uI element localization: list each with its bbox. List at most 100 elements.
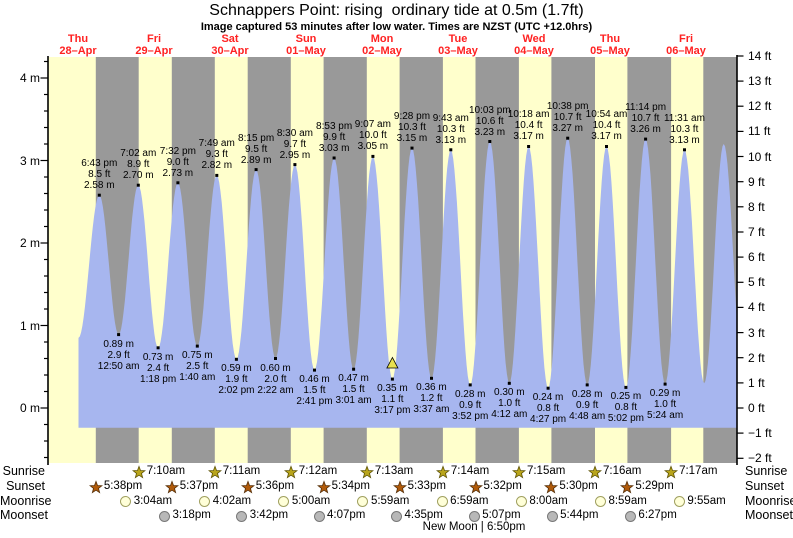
feet-axis-label: 12 ft [748,99,772,114]
moonrise-circle-icon [515,496,527,507]
moonrise-circle-icon [594,496,606,507]
feet-axis-label: 5 ft [748,275,765,290]
feet-axis-label: 4 ft [748,300,765,315]
low-tide-label: 0.24 m 0.8 ft 4:27 pm [530,392,567,426]
feet-axis-label: 8 ft [748,199,765,214]
moonset-circle-icon [236,510,248,522]
current-tide-marker-icon [386,356,399,369]
feet-axis-label: 7 ft [748,224,765,239]
feet-axis-label: 0 ft [748,401,765,415]
moonset-time: 3:42pm [249,509,289,521]
feet-axis-label: 1 ft [748,375,765,390]
low-tide-label: 0.73 m 2.4 ft 1:18 pm [140,351,177,385]
moonset-time: 3:18pm [172,509,211,521]
day-name-label: Fri [146,33,162,45]
low-tide-label: 0.28 m 0.9 ft 4:48 am [569,388,606,422]
day-name-label: Fri [678,33,694,45]
moonrise-time: 8:00am [529,494,568,507]
low-tide-label: 0.25 m 0.8 ft 5:02 pm [607,391,645,425]
moonset-time: 5:07pm [482,509,521,521]
low-tide-label: 0.60 m 2.0 ft 2:22 am [257,362,294,396]
high-tide-label: 7:02 am 8.9 ft 2.70 m [120,148,157,182]
high-tide-label: 8:53 pm 9.9 ft 3.03 m [316,121,353,155]
new-moon-caption: New Moon | 6:50pm [422,521,526,533]
high-tide-label: 6:43 pm 8.5 ft 2.58 m [81,158,118,192]
feet-axis-label: 14 ft [748,48,772,63]
low-tide-label: 0.30 m 1.0 ft 4:12 am [491,387,528,421]
moonset-time: 4:07pm [327,509,366,521]
sunrise-time: 7:12am [298,465,338,477]
sunrise-star-icon [664,465,679,479]
astro-row-label-moonrise: Moonrise [745,493,793,508]
sunset-time: 5:37pm [179,480,219,492]
sunrise-star-icon [207,465,222,479]
high-tide-label: 8:30 am 9.7 ft 2.95 m [276,127,313,161]
sunrise-star-icon [131,465,146,479]
feet-axis-label: 6 ft [748,250,765,265]
moonset-circle-icon [313,510,325,522]
sunrise-star-icon [435,465,450,479]
sunset-star-icon [164,480,179,494]
moonset-circle-icon [158,510,170,522]
plot-background [48,57,737,463]
low-tide-label: 0.89 m 2.9 ft 12:50 am [97,338,140,372]
day-name-label: Sat [221,33,239,45]
sunrise-time: 7:10am [146,465,186,477]
feet-axis-label: 3 ft [748,325,765,340]
day-date-label: 01–May [286,45,326,57]
astro-row-label-sunrise: Sunrise [745,464,788,478]
day-date-label: 30–Apr [211,45,249,57]
high-tide-label: 7:32 pm 9.0 ft 2.73 m [159,145,196,179]
moonset-circle-icon [624,510,636,522]
sunrise-time: 7:16am [603,465,642,477]
moonset-circle-icon [546,510,558,522]
sunset-time: 5:34pm [331,480,370,492]
moonset-time: 4:35pm [404,509,443,521]
astro-row-label-sunset: Sunset [745,479,784,493]
sunrise-time: 7:13am [374,465,414,477]
day-date-label: 06–May [666,45,706,57]
axes [40,55,744,465]
day-date-label: 28–Apr [59,45,97,57]
moonrise-circle-icon [199,496,211,507]
astro-row-label-sunrise: Sunrise [2,464,45,478]
feet-axis-label: −2 ft [748,451,772,466]
high-tide-label: 8:15 pm 9.5 ft 2.89 m [238,132,275,166]
moonrise-circle-icon [278,496,290,507]
sunset-star-icon [316,480,331,494]
astro-row-label-moonset: Moonset [0,508,48,522]
metre-axis-label: 2 m [19,236,40,250]
moonrise-time: 6:59am [450,494,489,507]
high-tide-label: 10:38 pm 10.7 ft 3.27 m [546,101,589,135]
high-tide-label: 9:07 am 10.0 ft 3.05 m [354,119,391,153]
high-tide-label: 10:18 am 10.4 ft 3.17 m [507,109,550,143]
feet-axis-label: 13 ft [748,74,772,89]
high-tide-label: 9:43 am 10.3 ft 3.13 m [432,112,469,146]
metre-axis-label: 3 m [19,153,40,168]
tide-curve-area [78,138,737,428]
sunrise-star-icon [588,465,602,479]
sunset-time: 5:32pm [483,480,522,492]
sunset-star-icon [544,480,559,494]
feet-axis-label: 11 ft [748,124,771,139]
day-name-label: Thu [67,33,89,45]
sunrise-time: 7:14am [450,465,490,477]
sunrise-time: 7:11am [222,465,261,477]
low-tide-label: 0.35 m 1.1 ft 3:17 pm [374,383,411,417]
sunset-time: 5:30pm [559,480,598,492]
sunrise-time: 7:17am [679,465,718,477]
day-date-label: 29–Apr [135,45,173,57]
high-tide-label: 11:14 pm 10.7 ft 3.26 m [625,102,667,136]
sunset-star-icon [240,480,255,494]
day-date-label: 03–May [438,45,478,57]
moonrise-circle-icon [436,496,448,507]
day-name-label: Tue [448,33,468,45]
feet-axis-label: −1 ft [748,426,772,441]
sunset-star-icon [620,480,635,494]
low-tide-label: 0.46 m 1.5 ft 2:41 pm [296,374,333,408]
page-title: Schnappers Point: rising ordinary tide a… [209,2,584,19]
day-name-label: Thu [599,33,621,45]
sunrise-time: 7:15am [526,465,566,477]
low-tide-label: 0.75 m 2.5 ft 1:40 am [179,350,216,384]
